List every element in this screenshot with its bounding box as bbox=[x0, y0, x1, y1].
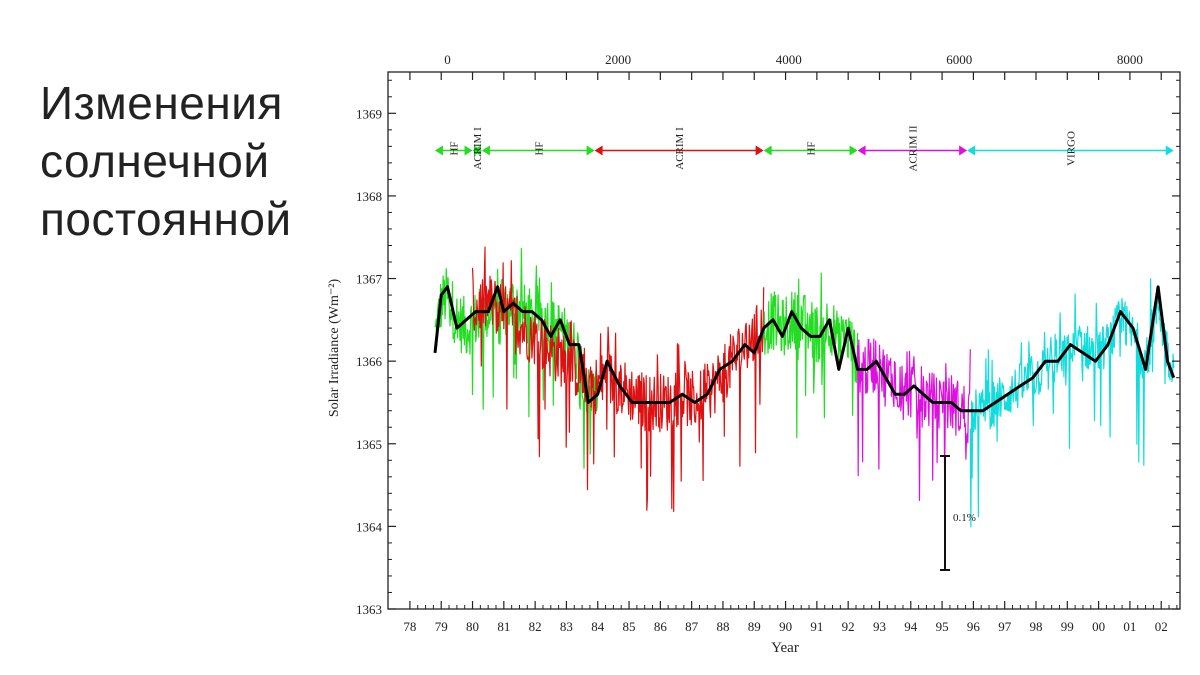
series-acrim-i-1 bbox=[471, 246, 765, 512]
running-mean-line bbox=[433, 285, 1176, 413]
x-tick-label-83: 83 bbox=[560, 619, 573, 634]
y-tick-label-1367: 1367 bbox=[356, 272, 383, 287]
instrument-arrow-left-acrim-i-3 bbox=[594, 145, 603, 156]
x-tick-label-87: 87 bbox=[685, 619, 699, 634]
x-tick-label-98: 98 bbox=[1030, 619, 1043, 634]
x-tick-label-89: 89 bbox=[748, 619, 761, 634]
instrument-arrow-left-hf-0 bbox=[434, 145, 443, 156]
instrument-arrow-right-hf-2 bbox=[586, 145, 595, 156]
instrument-arrow-right-acrim-i-1 bbox=[473, 145, 482, 156]
x-tick-label-92: 92 bbox=[842, 619, 855, 634]
slide-title-line-1: Изменения bbox=[40, 77, 283, 129]
y-tick-label-1369: 1369 bbox=[356, 106, 382, 121]
y-tick-label-1366: 1366 bbox=[356, 354, 383, 369]
x-tick-label-93: 93 bbox=[873, 619, 886, 634]
x-tick-label-91: 91 bbox=[810, 619, 823, 634]
x-tick-label-88: 88 bbox=[716, 619, 729, 634]
slide-title-line-3: постоянной bbox=[40, 193, 292, 245]
instrument-label-hf-2: HF bbox=[533, 141, 545, 155]
x-tick-label-94: 94 bbox=[904, 619, 918, 634]
series-acrim-ii-3 bbox=[856, 338, 971, 501]
instrument-arrow-right-acrim-ii-5 bbox=[959, 145, 968, 156]
slide-title: Изменения солнечной постоянной bbox=[40, 74, 340, 248]
y-tick-label-1368: 1368 bbox=[356, 189, 382, 204]
top-tick-label-4000: 4000 bbox=[776, 52, 802, 67]
y-axis-label: Solar Irradiance (Wm⁻²) bbox=[327, 279, 342, 418]
top-tick-label-8000: 8000 bbox=[1117, 52, 1143, 67]
instrument-arrow-right-hf-0 bbox=[464, 145, 473, 156]
top-tick-label-0: 0 bbox=[444, 52, 451, 67]
x-tick-label-82: 82 bbox=[529, 619, 542, 634]
scale-bar: 0.1% bbox=[940, 455, 976, 571]
instrument-label-acrim-i-1: ACRIM I bbox=[472, 127, 484, 170]
x-tick-label-00: 00 bbox=[1092, 619, 1105, 634]
running-mean-group bbox=[433, 285, 1176, 413]
slide-title-line-2: солнечной bbox=[40, 135, 270, 187]
x-tick-label-84: 84 bbox=[591, 619, 605, 634]
instrument-arrow-right-acrim-i-3 bbox=[755, 145, 764, 156]
instrument-label-acrim-i-3: ACRIM I bbox=[674, 127, 686, 170]
x-tick-label-78: 78 bbox=[403, 619, 416, 634]
instrument-bars-group: HF ACRIM I HF ACRIM I HF ACRIM II VIRGO bbox=[434, 125, 1174, 172]
x-tick-label-85: 85 bbox=[623, 619, 636, 634]
instrument-label-acrim-ii-5: ACRIM II bbox=[907, 125, 919, 171]
x-axis-label: Year bbox=[771, 640, 799, 656]
instrument-arrow-right-virgo-6 bbox=[1165, 145, 1174, 156]
instrument-label-virgo-6: VIRGO bbox=[1065, 131, 1077, 166]
instrument-arrow-left-hf-2 bbox=[481, 145, 490, 156]
x-tick-label-95: 95 bbox=[936, 619, 949, 634]
instrument-arrow-left-virgo-6 bbox=[967, 145, 976, 156]
data-series-group bbox=[434, 246, 1175, 528]
x-tick-label-01: 01 bbox=[1123, 619, 1136, 634]
instrument-arrow-left-hf-4 bbox=[763, 145, 772, 156]
axes-group: 1363 1364 1365 1366 1367 1368 1369 78 79 80 81 82 83… bbox=[356, 52, 1180, 634]
y-tick-label-1365: 1365 bbox=[356, 437, 382, 452]
x-tick-label-80: 80 bbox=[466, 619, 479, 634]
x-tick-label-99: 99 bbox=[1061, 619, 1074, 634]
instrument-arrow-left-acrim-ii-5 bbox=[857, 145, 866, 156]
plot-frame bbox=[387, 71, 1181, 610]
series-virgo-4 bbox=[969, 278, 1175, 528]
top-tick-label-2000: 2000 bbox=[605, 52, 631, 67]
instrument-arrow-right-hf-4 bbox=[849, 145, 858, 156]
x-tick-label-81: 81 bbox=[497, 619, 510, 634]
x-tick-label-86: 86 bbox=[654, 619, 668, 634]
y-tick-label-1364: 1364 bbox=[356, 519, 383, 534]
x-tick-label-79: 79 bbox=[435, 619, 448, 634]
x-tick-label-97: 97 bbox=[998, 619, 1012, 634]
series-hf-2 bbox=[763, 272, 859, 439]
y-tick-label-1363: 1363 bbox=[356, 602, 382, 617]
x-tick-label-02: 02 bbox=[1155, 619, 1168, 634]
x-tick-label-96: 96 bbox=[967, 619, 981, 634]
scale-bar-label: 0.1% bbox=[953, 512, 976, 524]
x-tick-label-90: 90 bbox=[779, 619, 792, 634]
instrument-label-hf-0: HF bbox=[449, 141, 461, 155]
top-tick-label-6000: 6000 bbox=[946, 52, 972, 67]
instrument-label-hf-4: HF bbox=[806, 141, 818, 155]
